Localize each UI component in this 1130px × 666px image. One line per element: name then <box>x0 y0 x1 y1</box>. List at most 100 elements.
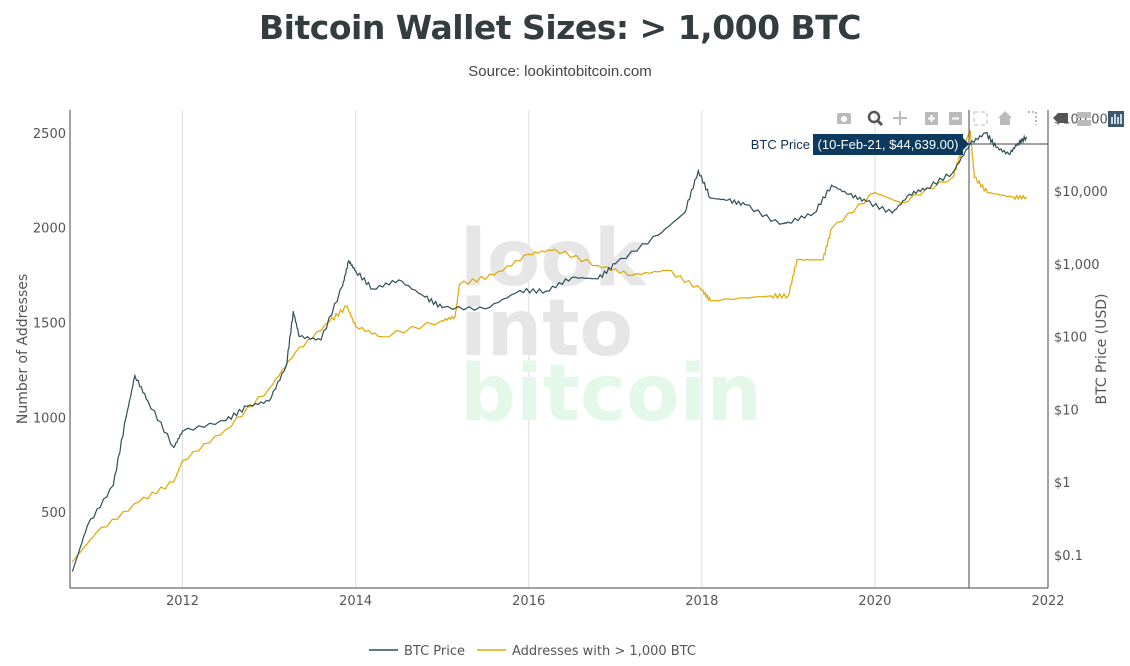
zoom-out-icon[interactable] <box>949 112 962 125</box>
y2-tick-label: $10 <box>1054 403 1079 418</box>
addresses-line-point <box>554 248 556 251</box>
addresses-line-point <box>701 289 703 291</box>
tooltip-value: (10-Feb-21, $44,639.00) <box>818 137 959 152</box>
btc-price-line-point <box>709 197 712 199</box>
btc-price-line-point <box>614 263 616 265</box>
addresses-line-point <box>822 259 824 261</box>
addresses-line-point <box>952 176 954 178</box>
btc-price-line-point <box>398 279 400 281</box>
btc-price-line-point <box>484 308 487 310</box>
btc-price-line-point <box>683 212 686 214</box>
btc-price-line-point <box>181 430 184 432</box>
btc-price-line-point <box>348 260 350 262</box>
y2-tick-label: $100 <box>1054 331 1087 346</box>
y2-tick-label: $1 <box>1054 476 1071 491</box>
addresses-line-point <box>355 325 357 327</box>
legend-label-price: BTC Price <box>404 644 465 659</box>
tooltip-box <box>813 134 963 155</box>
addresses-line-point <box>181 460 184 462</box>
btc-price-line-point <box>813 212 815 214</box>
zoom-in-icon[interactable] <box>925 112 938 125</box>
addresses-line-point <box>225 429 227 431</box>
btc-price-line-point <box>320 339 322 341</box>
btc-price-line-point <box>848 193 850 195</box>
hover-closest-icon[interactable] <box>1053 113 1068 123</box>
btc-price-line-point <box>571 276 573 279</box>
watermark-bitcoin: bitcoin <box>460 349 762 439</box>
addresses-line-point <box>95 532 97 534</box>
spike-lines-icon[interactable] <box>1028 111 1037 125</box>
addresses-line-point <box>631 274 634 276</box>
home-icon[interactable] <box>998 111 1012 125</box>
y-tick-label: 500 <box>41 506 66 521</box>
btc-price-line-point <box>831 184 833 186</box>
hover-compare-icon[interactable] <box>1077 112 1091 126</box>
btc-price-line-point <box>1008 153 1010 155</box>
btc-price-line-point <box>697 170 699 172</box>
btc-price-line-point <box>787 221 789 224</box>
watermark-look: look <box>460 214 648 304</box>
plotly-logo-icon[interactable] <box>1108 111 1124 127</box>
btc-price-line-point <box>995 146 997 148</box>
hover-tooltip: BTC Price (10-Feb-21, $44,639.00) <box>751 134 969 155</box>
x-tick-label: 2018 <box>685 594 718 609</box>
btc-price-line-point <box>342 285 344 287</box>
btc-price-line-point <box>147 400 149 402</box>
y-tick-label: 2000 <box>33 222 66 237</box>
btc-price-line-point <box>225 419 227 422</box>
btc-price-line-point <box>865 200 867 203</box>
btc-price-line-point <box>298 335 300 338</box>
btc-price-line-point <box>268 400 270 402</box>
camera-icon[interactable] <box>837 113 851 124</box>
addresses-line-point <box>294 352 296 354</box>
y-tick-label: 1500 <box>33 316 66 331</box>
x-tick-label: 2022 <box>1031 594 1064 609</box>
btc-price-line-point <box>519 289 521 292</box>
addresses-line-point <box>969 130 971 132</box>
x-tick-label: 2020 <box>858 594 891 609</box>
btc-price-line-point <box>727 199 729 201</box>
btc-price-line-point <box>597 278 599 280</box>
watermark: look into bitcoin <box>460 214 762 439</box>
btc-price-line-point <box>545 290 547 292</box>
addresses-line-point <box>666 269 668 271</box>
x-tick-label: 2012 <box>166 594 199 609</box>
x-tick-label: 2014 <box>339 594 372 609</box>
btc-price-line-point <box>71 570 74 572</box>
btc-price-line-point <box>355 270 357 272</box>
btc-price-line-point <box>926 187 928 189</box>
y-axis-label: Number of Addresses <box>15 274 31 424</box>
btc-price-line-point <box>134 375 136 377</box>
addresses-line-point <box>380 336 383 338</box>
btc-price-line <box>72 131 1027 572</box>
y2-axis-label: BTC Price (USD) <box>1094 293 1110 404</box>
watermark-into: into <box>460 284 633 374</box>
pan-icon[interactable] <box>893 111 907 125</box>
legend-item-btc-price[interactable]: BTC Price <box>369 644 465 659</box>
btc-price-line-point <box>1025 136 1027 138</box>
addresses-line-point <box>1025 196 1027 198</box>
autoscale-icon[interactable] <box>973 111 988 126</box>
btc-price-line-point <box>372 288 374 290</box>
zoom-icon[interactable] <box>867 110 884 127</box>
legend: BTC Price Addresses with > 1,000 BTC <box>369 644 696 659</box>
addresses-line-point <box>787 295 789 297</box>
modebar <box>837 110 1124 127</box>
legend-label-addresses: Addresses with > 1,000 BTC <box>512 644 696 659</box>
btc-price-line-point <box>292 311 294 313</box>
addresses-line-point <box>986 191 989 194</box>
addresses-line-point <box>831 227 833 230</box>
addresses-line-point <box>71 560 74 563</box>
addresses-line-point <box>874 191 876 194</box>
y2-tick-label: $10,000 <box>1054 185 1108 200</box>
legend-item-addresses[interactable]: Addresses with > 1,000 BTC <box>477 644 696 659</box>
addresses-line-point <box>454 316 456 318</box>
y-tick-label: 1000 <box>33 411 66 426</box>
btc-price-line-point <box>112 484 114 487</box>
chart-title: Bitcoin Wallet Sizes: > 1,000 BTC <box>259 8 861 47</box>
y2-tick-label: $1,000 <box>1054 258 1100 273</box>
btc-price-line-point <box>246 405 249 407</box>
btc-price-line-point <box>125 415 127 417</box>
addresses-line-point <box>973 176 976 178</box>
